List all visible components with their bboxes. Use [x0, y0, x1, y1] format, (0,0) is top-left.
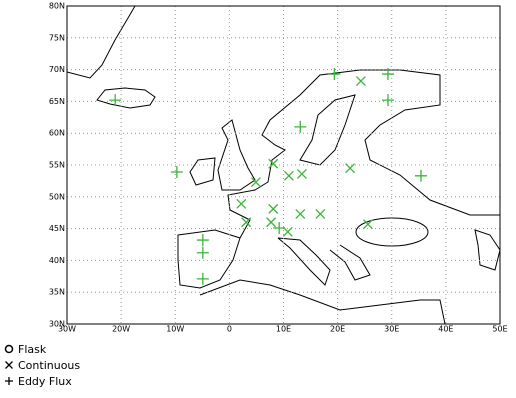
- y-tick-label: 70N: [49, 65, 65, 74]
- marker: [268, 158, 279, 169]
- marker: [381, 94, 394, 107]
- marker: [282, 226, 293, 237]
- x-tick-label: 0: [227, 325, 232, 334]
- marker: [241, 217, 252, 228]
- y-tick-label: 80N: [49, 2, 65, 11]
- x-tick-label: 20E: [330, 325, 345, 334]
- y-tick-label: 30N: [49, 320, 65, 329]
- x-tick-label: 20W: [112, 325, 130, 334]
- x-tick-label: 10W: [166, 325, 184, 334]
- x-tick-label: 30W: [58, 325, 76, 334]
- y-tick-label: 40N: [49, 256, 65, 265]
- marker: [362, 219, 373, 230]
- marker: [315, 209, 326, 219]
- marker: [381, 68, 394, 81]
- marker: [268, 203, 279, 214]
- x-tick-label: 40E: [438, 325, 453, 334]
- y-tick-label: 65N: [49, 97, 65, 106]
- marker: [355, 76, 366, 87]
- marker: [414, 169, 427, 182]
- marker: [296, 168, 307, 179]
- x-tick-label: 50E: [492, 325, 507, 334]
- marker: [250, 177, 261, 188]
- y-tick-label: 35N: [49, 288, 65, 297]
- y-tick-label: 75N: [49, 33, 65, 42]
- y-tick-label: 60N: [49, 129, 65, 138]
- marker: [273, 221, 286, 234]
- plot-frame: [66, 5, 501, 325]
- legend-label: Continuous: [18, 359, 80, 372]
- legend-symbol: [5, 361, 13, 369]
- marker: [196, 234, 209, 247]
- marker: [236, 198, 247, 209]
- marker: [109, 94, 122, 107]
- y-tick-label: 45N: [49, 224, 65, 233]
- legend-label: Flask: [18, 343, 47, 356]
- marker: [328, 68, 341, 81]
- legend-symbol: [4, 344, 14, 354]
- y-tick-label: 50N: [49, 192, 65, 201]
- legend-label: Eddy Flux: [18, 375, 72, 388]
- x-tick-label: 30E: [384, 325, 399, 334]
- marker: [295, 209, 306, 219]
- marker: [345, 163, 356, 174]
- y-tick-label: 55N: [49, 161, 65, 170]
- marker: [266, 217, 277, 228]
- marker: [170, 165, 183, 178]
- legend-symbol: [5, 377, 13, 385]
- marker: [283, 170, 294, 181]
- marker: [294, 120, 307, 133]
- marker: [196, 246, 209, 259]
- x-tick-label: 10E: [276, 325, 291, 334]
- marker: [196, 272, 209, 285]
